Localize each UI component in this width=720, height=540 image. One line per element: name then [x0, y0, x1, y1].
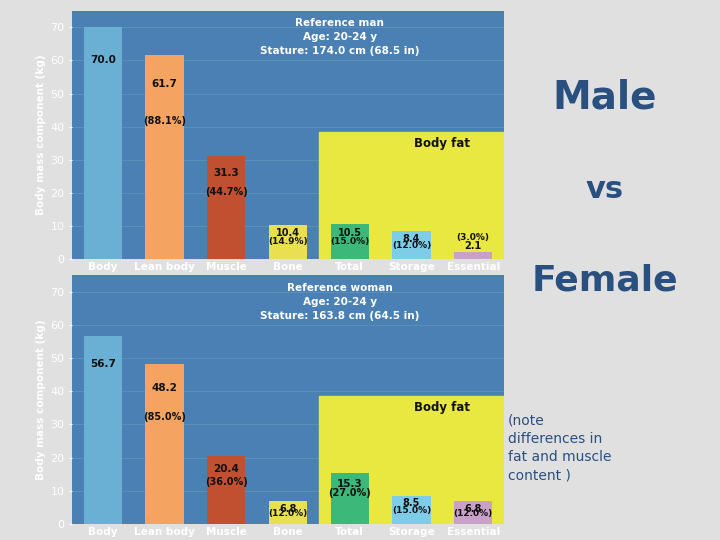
- Text: 61.7: 61.7: [152, 79, 178, 90]
- Text: (44.7%): (44.7%): [205, 187, 248, 197]
- Bar: [319, 396, 504, 524]
- Text: (14.9%): (14.9%): [268, 237, 308, 246]
- Bar: [392, 496, 431, 524]
- Text: (15.0%): (15.0%): [392, 505, 431, 515]
- Bar: [207, 156, 246, 259]
- Text: (12.0%): (12.0%): [269, 509, 307, 518]
- Text: vs: vs: [586, 174, 624, 204]
- Text: (36.0%): (36.0%): [205, 476, 248, 487]
- Bar: [84, 28, 122, 259]
- Text: (27.0%): (27.0%): [328, 488, 371, 498]
- Text: 10.4: 10.4: [276, 228, 300, 238]
- Text: (12.0%): (12.0%): [392, 241, 431, 250]
- Bar: [269, 225, 307, 259]
- Text: (15.0%): (15.0%): [330, 237, 369, 246]
- Text: 48.2: 48.2: [152, 383, 178, 393]
- Text: 8.4: 8.4: [402, 234, 420, 244]
- Text: Body fat: Body fat: [414, 401, 470, 414]
- Text: 31.3: 31.3: [213, 168, 239, 178]
- Bar: [319, 132, 504, 259]
- Bar: [145, 55, 184, 259]
- Text: 56.7: 56.7: [90, 359, 116, 368]
- Text: 20.4: 20.4: [213, 464, 239, 474]
- Text: Reference woman
Age: 20-24 y
Stature: 163.8 cm (64.5 in): Reference woman Age: 20-24 y Stature: 16…: [260, 283, 420, 321]
- Bar: [84, 336, 122, 524]
- Bar: [330, 473, 369, 524]
- Text: 8.5: 8.5: [402, 498, 420, 509]
- Text: 70.0: 70.0: [90, 55, 116, 65]
- Bar: [392, 231, 431, 259]
- Text: 6.8: 6.8: [464, 503, 482, 514]
- Y-axis label: Body mass component (kg): Body mass component (kg): [36, 319, 46, 480]
- Text: Male: Male: [552, 78, 657, 116]
- Bar: [207, 456, 246, 524]
- Text: Body fat: Body fat: [414, 137, 470, 150]
- Bar: [145, 364, 184, 524]
- Text: (note
differences in
fat and muscle
content ): (note differences in fat and muscle cont…: [508, 414, 611, 483]
- Text: (85.0%): (85.0%): [143, 412, 186, 422]
- Bar: [454, 501, 492, 524]
- Text: (3.0%): (3.0%): [456, 233, 490, 242]
- Text: 15.3: 15.3: [337, 479, 363, 489]
- Text: Female: Female: [531, 264, 678, 298]
- Y-axis label: Body mass component (kg): Body mass component (kg): [36, 55, 46, 215]
- Text: (88.1%): (88.1%): [143, 116, 186, 126]
- Bar: [454, 252, 492, 259]
- Bar: [269, 501, 307, 524]
- Text: Reference man
Age: 20-24 y
Stature: 174.0 cm (68.5 in): Reference man Age: 20-24 y Stature: 174.…: [260, 18, 420, 56]
- Text: (12.0%): (12.0%): [454, 509, 492, 518]
- Text: 6.8: 6.8: [279, 503, 297, 514]
- Bar: [330, 225, 369, 259]
- Text: 10.5: 10.5: [338, 228, 361, 238]
- Text: 2.1: 2.1: [464, 241, 482, 251]
